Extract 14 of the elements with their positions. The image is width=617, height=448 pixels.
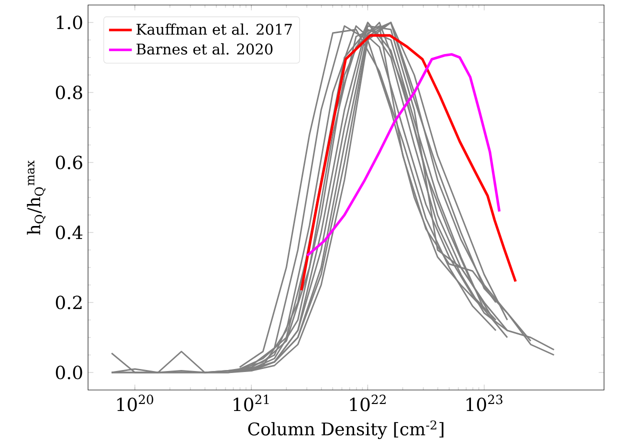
- y-tick-label: 0.8: [56, 86, 82, 100]
- y-tick-label: 0.4: [56, 226, 82, 240]
- y-axis-title: h$_{Q}$/h$_{Q}$max: [26, 160, 46, 235]
- x-tick-label: 10$^{23}$: [466, 394, 502, 412]
- y-tick-label: 0.0: [56, 366, 82, 380]
- x-tick-label: 10$^{22}$: [350, 394, 386, 412]
- y-tick-label: 1.0: [56, 16, 82, 30]
- legend-label: Barnes et al. 2020: [136, 43, 272, 55]
- legend-label: Kauffman et al. 2017: [136, 23, 292, 35]
- y-tick-label: 0.6: [56, 156, 82, 170]
- x-axis-title: Column Density [cm$^{-2}$]: [248, 420, 444, 440]
- x-tick-label: 10$^{20}$: [117, 394, 154, 412]
- y-tick-label: 0.2: [56, 296, 82, 310]
- x-tick-label: 10$^{21}$: [234, 394, 269, 412]
